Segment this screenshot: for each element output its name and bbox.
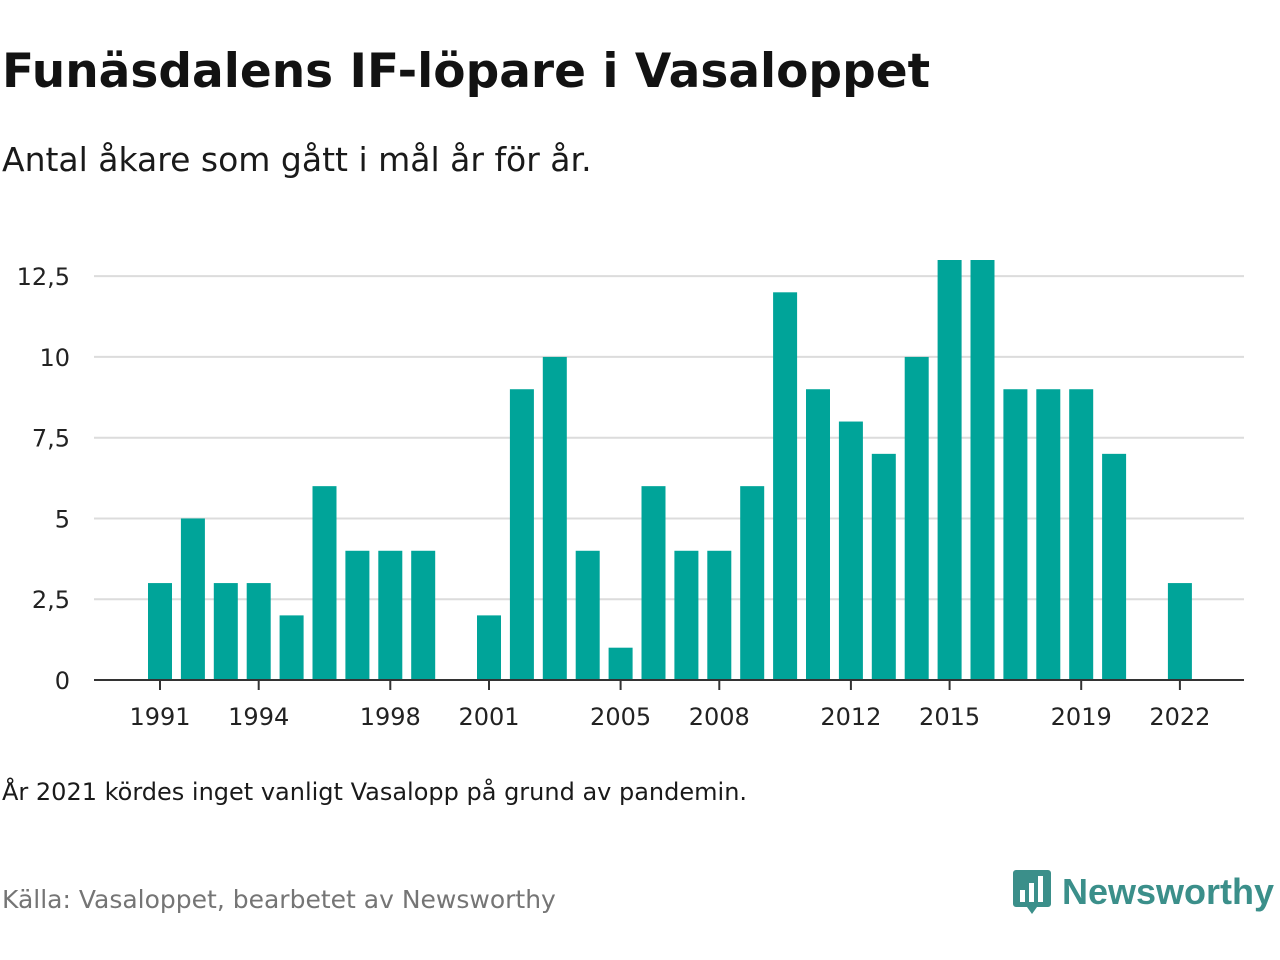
y-tick-label: 12,5 <box>17 263 70 291</box>
bar-2022 <box>1167 583 1192 680</box>
bar-2007 <box>674 550 699 680</box>
bar-2017 <box>1003 389 1028 680</box>
x-tick-label: 2022 <box>1149 703 1210 731</box>
bar-2018 <box>1036 389 1061 680</box>
x-tick-label: 2015 <box>919 703 980 731</box>
bar-2019 <box>1069 389 1094 680</box>
axes: 0 2,5 5 7,5 10 12,5 1991 1994 1998 2001 2005 2008 20… <box>17 263 1244 731</box>
bar-2006 <box>641 486 666 680</box>
bar-2014 <box>904 356 929 680</box>
bar-2020 <box>1102 453 1127 680</box>
bar-1996 <box>312 486 337 680</box>
x-tick-label: 2001 <box>458 703 519 731</box>
bar-1998 <box>378 550 403 680</box>
y-tick-label: 5 <box>55 505 70 533</box>
bar-1999 <box>411 550 436 680</box>
bar-2011 <box>806 389 830 680</box>
bar-2004 <box>575 550 600 680</box>
bar-1994 <box>246 583 271 680</box>
bar-1991 <box>148 583 172 680</box>
x-tick-label: 2008 <box>689 703 750 731</box>
brand-name: Newsworthy <box>1061 871 1274 912</box>
x-tick-label: 1991 <box>129 703 190 731</box>
source-text: Källa: Vasaloppet, bearbetet av Newswort… <box>2 885 556 914</box>
bar-1993 <box>213 583 238 680</box>
bar-1995 <box>279 615 304 680</box>
chart-title: Funäsdalens IF-löpare i Vasaloppet <box>2 44 931 99</box>
newsworthy-logo-icon <box>1012 870 1051 914</box>
y-tick-label: 10 <box>39 344 70 372</box>
bar-2015 <box>937 260 962 680</box>
bar-2005 <box>608 647 633 680</box>
bar-2013 <box>871 453 896 680</box>
x-tick-label: 1994 <box>228 703 289 731</box>
bars <box>148 260 1192 680</box>
bar-2008 <box>707 550 732 680</box>
bar-chart: 0 2,5 5 7,5 10 12,5 1991 1994 1998 2001 2005 2008 20… <box>17 260 1244 731</box>
x-tick-label: 2005 <box>590 703 651 731</box>
x-tick-label: 2012 <box>820 703 881 731</box>
bar-1992 <box>180 518 205 680</box>
brand: Newsworthy <box>1012 868 1274 916</box>
bar-2016 <box>970 260 995 680</box>
footnote: År 2021 kördes inget vanligt Vasalopp på… <box>2 778 748 806</box>
bar-2003 <box>542 356 567 680</box>
chart-subtitle: Antal åkare som gått i mål år för år. <box>2 140 592 179</box>
bar-2002 <box>509 389 534 680</box>
bar-2009 <box>740 486 765 680</box>
bar-2001 <box>477 615 501 680</box>
bar-1997 <box>345 550 370 680</box>
y-tick-label: 7,5 <box>32 425 70 453</box>
x-tick-label: 1998 <box>360 703 421 731</box>
y-tick-label: 2,5 <box>32 586 70 614</box>
bar-2010 <box>773 292 798 680</box>
y-tick-label: 0 <box>55 667 70 695</box>
x-tick-label: 2019 <box>1051 703 1112 731</box>
bar-2012 <box>838 421 863 680</box>
